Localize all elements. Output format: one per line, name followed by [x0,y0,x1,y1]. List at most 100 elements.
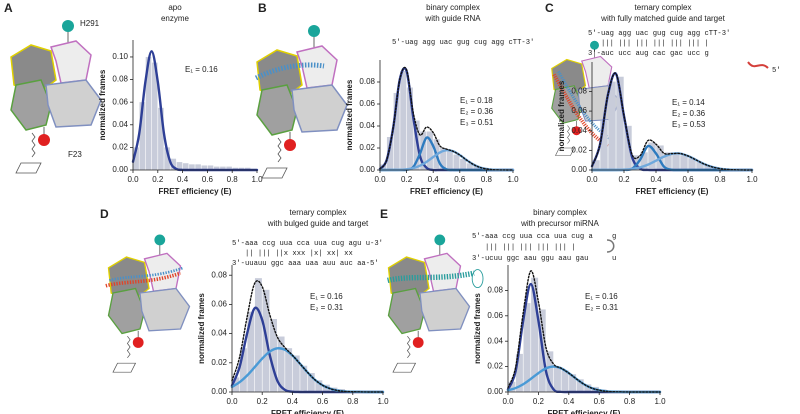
y-axis-label: normalized frames [557,80,566,151]
x-tick-label: 0.2 [533,397,545,406]
x-tick-label: 1.0 [377,397,389,406]
fit-annotation: E₁ = 0.14 [672,98,705,107]
x-tick-label: 0.6 [682,175,694,184]
histogram-bar [406,87,413,170]
histogram-bar [648,142,656,170]
histogram-bar [640,152,648,170]
x-tick-label: 0.4 [650,175,662,184]
histogram-bar [386,137,393,170]
histogram-bar [453,154,460,170]
histogram-bar [508,381,516,392]
panel-letter: B [258,1,267,15]
panel-title: with fully matched guide and target [600,14,725,23]
x-tick-label: 0.0 [586,175,598,184]
panel-title: ternary complex [290,208,347,217]
y-tick-label: 0.04 [359,121,375,130]
total-fit-line [507,270,661,393]
sequence-line: 5'-aaa ccg uua cca uua cug agu u-3' [232,240,383,248]
cartoon-b [254,24,348,179]
histogram-bar [220,166,226,170]
y-tick-label: 0.10 [112,52,128,61]
x-tick-label: 0.8 [714,175,726,184]
histogram-bar [584,384,592,392]
histogram-bar [688,158,696,170]
x-tick-label: 1.0 [654,397,666,406]
histogram-bar [680,155,688,170]
histogram-bar [624,125,632,170]
histogram-bar [426,131,433,170]
histogram-bar [704,165,712,170]
y-tick-label: 0.08 [487,286,503,295]
histogram-bar [473,165,480,170]
y-tick-label: 0.04 [211,329,227,338]
histogram-bar [170,158,177,170]
total-fit-line [379,66,514,171]
cartoon-a [10,19,102,174]
panel-title: with precursor miRNA [520,219,599,228]
histogram-bar [523,303,531,392]
component-fit-line [378,148,515,172]
histogram-bar [176,162,183,170]
x-axis-label: FRET efficiency (E) [410,187,483,196]
histogram-bar [195,164,201,170]
histogram-bar [400,71,407,170]
histogram-bar [189,164,195,170]
sequence-line: ||| ||| ||| ||| ||| ||| | [588,40,709,48]
x-tick-label: 0.2 [152,175,164,184]
histogram-bar [515,353,523,392]
y-tick-label: 0.00 [487,387,503,396]
x-tick-label: 0.4 [428,175,440,184]
y-tick-label: 0.04 [112,120,128,129]
sequence-line: || ||| ||x xxx |x| xx| xx [232,250,353,258]
component-fit-line [230,306,385,394]
y-axis-label: normalized frames [98,69,107,140]
histogram-bar [164,147,170,170]
histogram-bar [546,351,554,392]
cartoon-label: H291 [80,19,100,28]
histogram-bar [270,319,277,392]
x-tick-label: 0.2 [401,175,413,184]
fit-annotation: E₂ = 0.36 [672,109,706,118]
x-axis-label: FRET efficiency (E) [548,409,621,414]
sequence-line: 3'-uuauu ggc aaa uaa auu auc aa-5' [232,260,379,268]
panel-letter: E [380,207,388,221]
histogram-bar [307,373,315,392]
x-tick-label: 0.8 [481,175,493,184]
cartoon-c [551,40,620,157]
fit-annotation: E₁ = 0.16 [310,292,343,301]
y-tick-label: 0.04 [571,126,587,135]
histogram-bar [139,102,146,170]
x-tick-label: 0.2 [257,397,269,406]
x-tick-label: 0.2 [618,175,630,184]
x-tick-label: 1.0 [507,175,519,184]
y-tick-label: 0.06 [487,311,503,320]
histogram-bar [440,148,447,170]
histogram-bar [254,278,262,392]
y-tick-label: 0.02 [112,143,128,152]
x-axis-label: FRET efficiency (E) [271,409,344,414]
panel-letter: C [545,1,554,15]
cartoon-e [386,233,484,373]
histogram-bar [182,163,189,170]
panel-letter: D [100,207,109,221]
x-tick-label: 0.0 [226,397,238,406]
histogram-bar [226,166,232,170]
x-tick-label: 0.4 [177,175,189,184]
x-tick-label: 1.0 [251,175,263,184]
histogram-bar [561,370,569,392]
histogram-bar [315,380,323,392]
panel-title: with bulged guide and target [267,219,369,228]
sequence-line: 5'-uag agg uac gug cug agg cTT-3' [392,39,534,47]
histogram-bar [247,311,255,392]
fit-annotation: E₃ = 0.53 [672,120,706,129]
x-tick-label: 0.6 [454,175,466,184]
histogram-bar [576,379,584,392]
y-tick-label: 0.06 [211,300,227,309]
histogram-bar [201,165,208,170]
hairpin-loop [606,239,615,253]
histogram-bar [292,355,300,392]
